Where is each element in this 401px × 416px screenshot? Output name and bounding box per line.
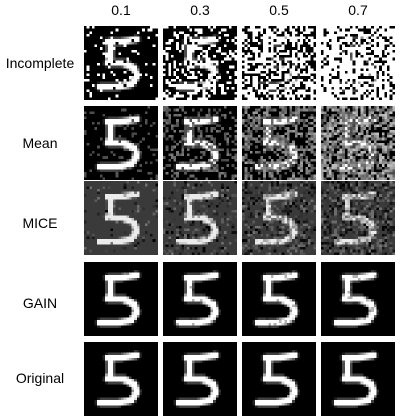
digit-image-mean-0.3	[163, 106, 237, 180]
digit-image-incomplete-0.7	[321, 26, 395, 100]
digit-pixels	[321, 262, 395, 336]
digit-image-original-0.1	[84, 342, 158, 416]
digit-pixels	[242, 106, 316, 180]
digit-image-mice-0.5	[242, 181, 316, 255]
column-label-0.5: 0.5	[269, 2, 289, 18]
digit-pixels	[321, 26, 395, 100]
digit-pixels	[163, 106, 237, 180]
digit-image-mean-0.7	[321, 106, 395, 180]
row-label-incomplete: Incomplete	[5, 55, 75, 71]
row-label-original: Original	[15, 370, 65, 386]
digit-image-gain-0.5	[242, 262, 316, 336]
row-label-mean: Mean	[22, 135, 58, 151]
digit-image-gain-0.7	[321, 262, 395, 336]
digit-image-gain-0.1	[84, 262, 158, 336]
digit-image-mice-0.1	[84, 181, 158, 255]
digit-pixels	[163, 262, 237, 336]
digit-pixels	[84, 262, 158, 336]
digit-image-incomplete-0.3	[163, 26, 237, 100]
column-label-0.3: 0.3	[190, 2, 210, 18]
digit-pixels	[242, 342, 316, 416]
digit-pixels	[242, 181, 316, 255]
row-label-mice: MICE	[22, 215, 58, 231]
digit-pixels	[163, 26, 237, 100]
digit-pixels	[84, 181, 158, 255]
digit-pixels	[84, 106, 158, 180]
digit-image-incomplete-0.5	[242, 26, 316, 100]
digit-image-mice-0.3	[163, 181, 237, 255]
digit-image-original-0.5	[242, 342, 316, 416]
digit-image-mean-0.5	[242, 106, 316, 180]
digit-pixels	[84, 26, 158, 100]
column-label-0.7: 0.7	[348, 2, 368, 18]
digit-pixels	[84, 342, 158, 416]
digit-image-original-0.3	[163, 342, 237, 416]
digit-pixels	[321, 342, 395, 416]
digit-image-mean-0.1	[84, 106, 158, 180]
digit-pixels	[321, 181, 395, 255]
digit-image-incomplete-0.1	[84, 26, 158, 100]
column-label-0.1: 0.1	[111, 2, 131, 18]
digit-image-gain-0.3	[163, 262, 237, 336]
row-label-gain: GAIN	[22, 295, 58, 311]
digit-pixels	[163, 181, 237, 255]
digit-pixels	[163, 342, 237, 416]
digit-image-original-0.7	[321, 342, 395, 416]
digit-pixels	[321, 106, 395, 180]
digit-pixels	[242, 26, 316, 100]
digit-pixels	[242, 262, 316, 336]
digit-image-mice-0.7	[321, 181, 395, 255]
